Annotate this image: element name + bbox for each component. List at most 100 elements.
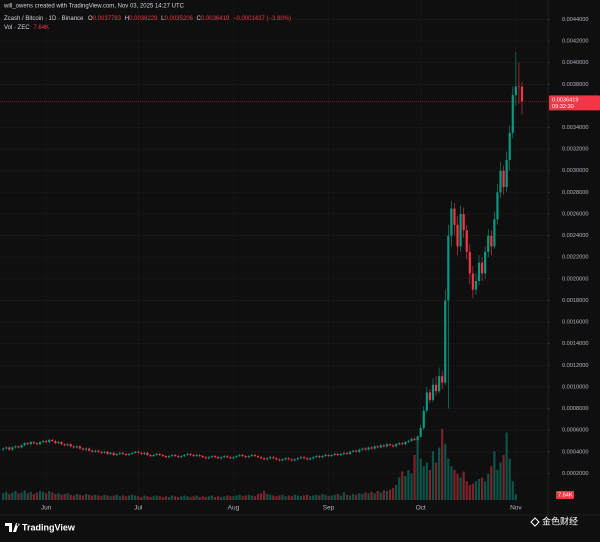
candle-body (216, 457, 220, 459)
volume-bar (23, 490, 26, 500)
candle-body (441, 376, 444, 383)
candle-body (299, 457, 303, 459)
volume-bar (201, 496, 204, 500)
x-tick-label: Jun (41, 505, 52, 512)
volume-bar (468, 485, 471, 500)
volume-bar (272, 495, 275, 500)
candle-body (505, 159, 508, 187)
volume-bar (167, 497, 171, 500)
candle-body (281, 459, 284, 461)
candle-body (63, 444, 66, 446)
candle-body (106, 451, 109, 454)
candle-body (514, 86, 517, 96)
candle-body (490, 235, 493, 247)
candle-body (143, 452, 146, 454)
legend-value: 0.0038229 (129, 16, 158, 22)
candle-body (198, 455, 201, 457)
candle-body (97, 450, 100, 452)
candle-body (173, 455, 177, 457)
volume-bar (97, 495, 100, 500)
volume-bar (269, 494, 272, 500)
candle-body (404, 442, 407, 445)
volume-bar (207, 496, 210, 500)
volume-bar (278, 495, 281, 500)
candle-body (51, 439, 54, 441)
volume-bar (17, 493, 20, 500)
candle-body (474, 281, 478, 290)
y-tick-label: 0.0028000 (562, 190, 588, 196)
volume-bar (115, 494, 118, 500)
volume-bar (447, 458, 450, 500)
candles (2, 51, 524, 462)
brand-logo (5, 523, 20, 532)
volume-bar (422, 466, 425, 500)
volume-bar (287, 495, 290, 500)
candle-body (416, 436, 419, 440)
candle-body (201, 456, 204, 458)
volume-bar (127, 495, 131, 500)
candle-body (462, 213, 465, 231)
volume-bar (428, 470, 431, 500)
candle-body (364, 448, 367, 450)
volume-bar (170, 495, 174, 500)
candle-body (468, 251, 471, 274)
volume-bar (216, 496, 220, 500)
candle-body (385, 444, 389, 447)
volume-bar (210, 495, 214, 500)
candle-body (256, 456, 260, 458)
candle-body (278, 459, 281, 461)
candle-body (2, 448, 5, 450)
volume-bar (342, 492, 346, 500)
volume-bar (465, 481, 468, 500)
candle-body (422, 410, 425, 428)
candle-body (235, 456, 238, 458)
volume-bar (106, 495, 109, 500)
brand: TradingView (5, 522, 76, 532)
y-tick-label: 0.0038000 (562, 82, 588, 88)
candle-body (124, 453, 128, 456)
volume-bar (103, 494, 106, 500)
candle-body (146, 452, 149, 456)
volume-bar (382, 490, 385, 500)
volume-bar (253, 496, 257, 500)
candle-body (161, 455, 164, 457)
candle-body (496, 192, 499, 220)
volume-bar (84, 494, 88, 500)
last-price-tag (549, 95, 600, 111)
candle-body (220, 457, 223, 459)
candle-body (450, 208, 453, 236)
candle-body (339, 453, 342, 456)
candle-body (94, 450, 97, 452)
volume-bar (149, 497, 152, 500)
volume-bar (505, 432, 508, 500)
candle-body (140, 452, 143, 454)
candle-body (321, 456, 324, 458)
candle-body (431, 384, 435, 400)
legend-key: H (125, 16, 129, 22)
volume-bar (434, 462, 438, 500)
candle-body (499, 170, 502, 193)
volume-bar (361, 494, 364, 500)
legend-value: 0.0036419 (201, 16, 230, 22)
volume-bar (72, 495, 75, 500)
volume-bar (241, 496, 244, 500)
volume-bar (26, 493, 29, 500)
candle-body (32, 442, 35, 444)
volume-bar (348, 495, 352, 500)
volume-bar (250, 495, 253, 500)
volume-title: Vol · ZEC (4, 25, 30, 31)
candle-body (81, 448, 85, 450)
candle-body (100, 451, 103, 453)
candle-body (511, 95, 514, 133)
candle-body (471, 273, 474, 290)
candle-body (14, 446, 17, 448)
candle-body (290, 459, 293, 461)
candle-body (195, 455, 198, 457)
volume-bar (247, 494, 250, 500)
candle-body (149, 455, 152, 457)
countdown: 09:32:30 (552, 104, 574, 110)
candle-body (287, 458, 290, 460)
candle-body (428, 392, 431, 400)
candle-body (388, 444, 392, 446)
